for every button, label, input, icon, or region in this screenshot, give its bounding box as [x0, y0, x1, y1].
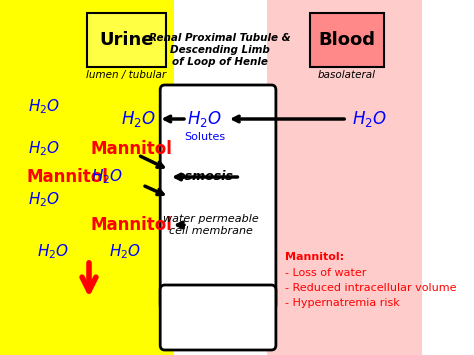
Text: basolateral: basolateral	[318, 70, 376, 80]
FancyBboxPatch shape	[87, 13, 166, 67]
Text: - Reduced intracellular volume: - Reduced intracellular volume	[285, 283, 456, 293]
FancyBboxPatch shape	[160, 285, 276, 350]
Text: $H_2O$: $H_2O$	[28, 140, 61, 158]
Text: Blood: Blood	[319, 31, 375, 49]
Text: $H_2O$: $H_2O$	[28, 191, 61, 209]
Text: - Loss of water: - Loss of water	[285, 268, 366, 278]
Text: $H_2O$: $H_2O$	[352, 109, 387, 129]
FancyBboxPatch shape	[160, 85, 276, 310]
Text: lumen / tubular: lumen / tubular	[86, 70, 166, 80]
Text: $H_2O$: $H_2O$	[109, 243, 141, 261]
Text: osmosis: osmosis	[176, 170, 233, 184]
Text: $H_2O$: $H_2O$	[91, 168, 123, 186]
Text: Urine: Urine	[99, 31, 154, 49]
Text: $H_2O$: $H_2O$	[37, 243, 70, 261]
Text: Renal Proximal Tubule &
Descending Limb
of Loop of Henle: Renal Proximal Tubule & Descending Limb …	[149, 33, 291, 67]
Text: Mannitol: Mannitol	[91, 140, 173, 158]
Text: Mannitol: Mannitol	[91, 216, 173, 234]
Text: Mannitol: Mannitol	[27, 168, 109, 186]
Text: $H_2O$: $H_2O$	[120, 109, 155, 129]
FancyBboxPatch shape	[173, 0, 267, 355]
Text: - Hypernatremia risk: - Hypernatremia risk	[285, 298, 400, 308]
Text: $H_2O$: $H_2O$	[28, 98, 61, 116]
Text: Mannitol:: Mannitol:	[285, 252, 344, 262]
Text: $H_2O$: $H_2O$	[187, 109, 222, 129]
FancyBboxPatch shape	[0, 0, 173, 355]
FancyBboxPatch shape	[267, 0, 422, 355]
FancyBboxPatch shape	[310, 13, 384, 67]
Text: water permeable
cell membrane: water permeable cell membrane	[163, 214, 259, 236]
Text: Solutes: Solutes	[184, 132, 225, 142]
